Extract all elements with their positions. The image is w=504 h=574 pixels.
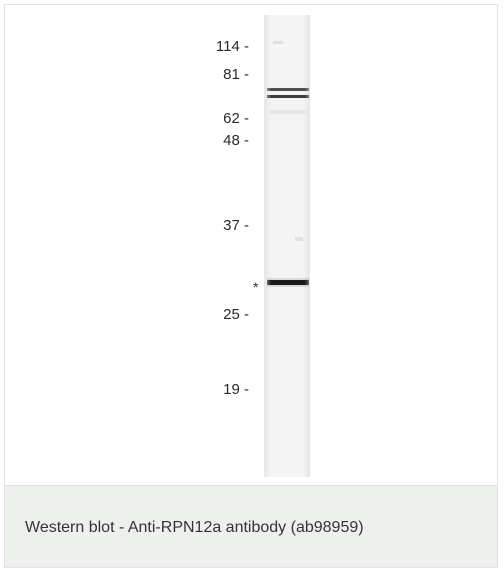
western-blot-image [264,15,310,477]
western-blot-figure: 114 - 81 - 62 - 48 - 37 - 25 - 19 - * [5,5,497,485]
marker-label-114: 114 - [215,38,249,55]
marker-label-19: 19 - [223,381,249,398]
marker-label-62: 62 - [223,110,249,127]
band-asterisk: * [253,279,259,295]
band-rpn12a-halo [267,278,309,287]
blot-lane [264,15,310,477]
caption-text: Western blot - Anti-RPN12a antibody (ab9… [25,519,364,536]
figure-caption: Western blot - Anti-RPN12a antibody (ab9… [5,485,497,567]
marker-label-37: 37 - [223,217,249,234]
figure-card: 114 - 81 - 62 - 48 - 37 - 25 - 19 - * We… [4,4,498,568]
marker-label-48: 48 - [223,132,249,149]
faint-smear [295,237,303,241]
marker-label-81: 81 - [223,66,249,83]
faint-smear [273,41,283,44]
band-upper-doublet [267,88,309,91]
band-lower-doublet [267,95,309,98]
faint-smear [269,110,307,114]
band-rpn12a [267,280,309,285]
marker-label-25: 25 - [223,306,249,323]
